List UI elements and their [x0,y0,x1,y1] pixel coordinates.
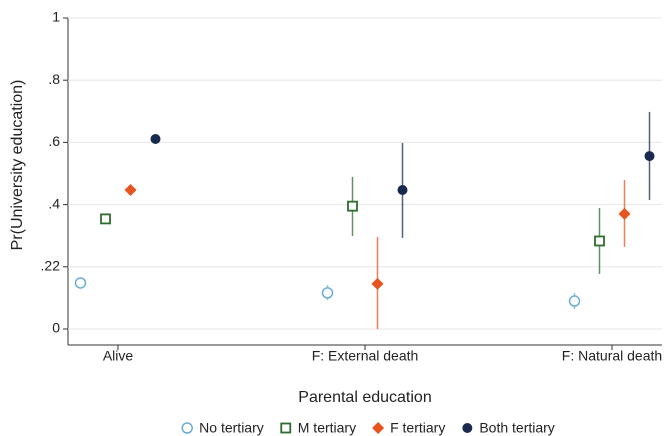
point [594,235,605,247]
x-tick-label: Alive [103,348,134,364]
legend-item: M tertiary [280,420,356,436]
point [280,422,292,434]
series [100,176,605,274]
point [371,277,384,290]
series [124,180,631,329]
point [397,184,408,195]
y-axis-label: Pr(University education) [9,80,26,251]
point [462,423,473,433]
point [100,213,111,225]
point [618,207,631,220]
legend-label: No tertiary [199,420,264,436]
y-tick-label: .8 [48,71,60,87]
series [150,111,655,238]
y-tick-label: .4 [48,195,60,211]
y-tick-label: .22 [41,258,61,274]
series [74,277,581,310]
legend-item: Both tertiary [462,420,555,436]
x-tick-label: F: Natural death [562,348,662,364]
point [74,277,87,289]
point [124,183,137,196]
point [321,287,334,299]
legend-label: Both tertiary [479,420,554,436]
point [568,295,581,307]
point [372,422,385,434]
legend-item: No tertiary [181,420,264,436]
x-axis-label: Parental education [298,389,431,406]
y-tick-label: 1 [52,9,60,25]
legend: No tertiary M tertiary F tertiary Both tert… [181,420,555,436]
point [644,151,655,162]
y-tick-label: .6 [48,133,60,149]
point [181,422,193,434]
point [150,133,161,144]
point [347,200,358,212]
y-tick-label: 0 [52,320,60,336]
legend-label: F tertiary [390,420,445,436]
x-tick-label: F: External death [312,348,419,364]
legend-item: F tertiary [372,420,445,436]
legend-label: M tertiary [298,420,356,436]
